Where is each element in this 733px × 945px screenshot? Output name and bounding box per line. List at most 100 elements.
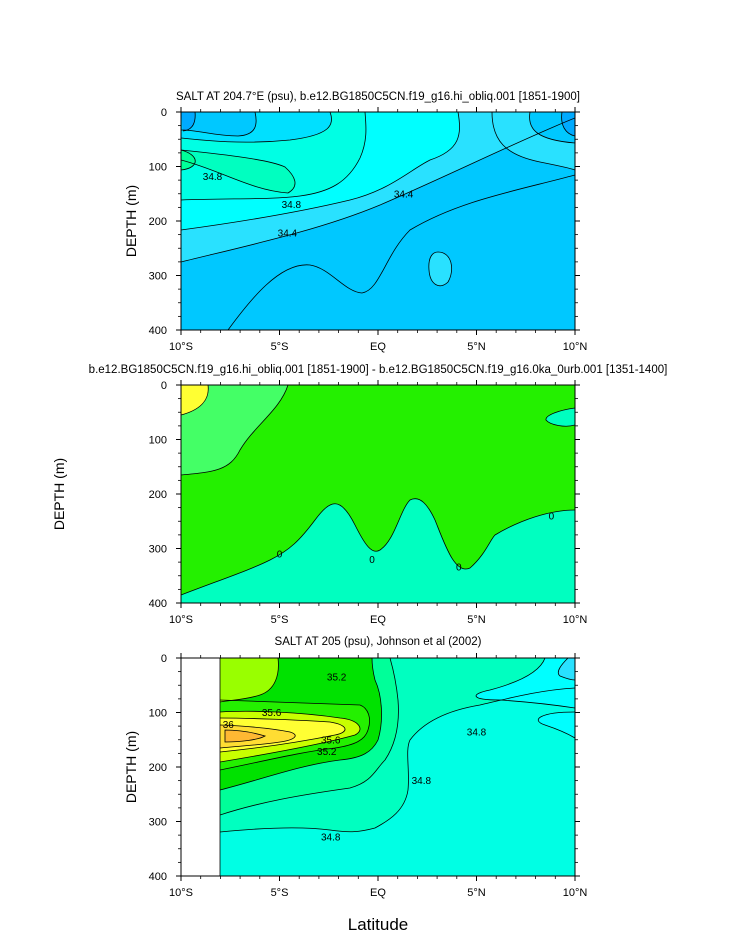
panel-3-contour-east2 bbox=[538, 711, 575, 739]
ytick-label: 100 bbox=[149, 162, 167, 174]
panel-1-contour-surface-west2 bbox=[181, 112, 257, 137]
ytick-label: 400 bbox=[149, 325, 167, 337]
xtick-label: 5°S bbox=[271, 341, 289, 353]
x-axis-label: Latitude bbox=[348, 915, 409, 934]
panel-2-contour-labels: 0 0 0 0 bbox=[277, 511, 555, 574]
panel-1-fill-surface-east3 bbox=[561, 112, 575, 136]
panel-2-fill-pos-high bbox=[181, 385, 209, 415]
xtick-label: 10°S bbox=[169, 614, 193, 626]
panel-1-fill-surface-west2 bbox=[181, 112, 257, 136]
panel-3-contour-east bbox=[475, 658, 575, 709]
ytick-label: 400 bbox=[149, 871, 167, 883]
xtick-label: 5°S bbox=[271, 887, 289, 899]
contour-label: 35.6 bbox=[321, 735, 341, 746]
contour-label: 35.2 bbox=[327, 673, 347, 684]
panel-3-contour-35.0 bbox=[220, 658, 399, 816]
panel-1-contour-34.8 bbox=[181, 149, 296, 194]
panel-1-contour-labels: 34.8 34.8 34.4 34.4 bbox=[203, 172, 414, 240]
panel-2-contour-pos-high bbox=[181, 385, 209, 416]
ytick-label: 100 bbox=[149, 435, 167, 447]
contour-label: 34.8 bbox=[203, 172, 223, 183]
panel-3-contour-east3 bbox=[557, 658, 575, 681]
xtick-label: 10°N bbox=[563, 341, 588, 353]
xtick-label: 5°N bbox=[467, 887, 486, 899]
contour-label: 0 bbox=[277, 549, 283, 560]
panel-1-contour-34.4 bbox=[181, 112, 460, 231]
panel-3-plot-area bbox=[220, 658, 575, 876]
panel-3-fill-east3 bbox=[558, 658, 575, 680]
panel-3-contour-35.2 bbox=[220, 658, 382, 791]
panel-2-contour-east-patch bbox=[545, 407, 575, 427]
panel-1-contour-deep bbox=[227, 174, 575, 330]
panel-3: SALT AT 205 (psu), Johnson et al (2002) bbox=[123, 636, 587, 899]
xtick-label: 10°N bbox=[563, 614, 588, 626]
contour-label: 34.8 bbox=[321, 832, 341, 843]
panel-3-fill-east2 bbox=[538, 712, 575, 738]
ytick-label: 400 bbox=[149, 598, 167, 610]
panel-3-contour-36 bbox=[220, 724, 296, 749]
ytick-label: 300 bbox=[149, 817, 167, 829]
panel-1-title: SALT AT 204.7°E (psu), b.e12.BG1850C5CN.… bbox=[176, 91, 580, 103]
xtick-label: 5°N bbox=[467, 341, 486, 353]
panel-1: SALT AT 204.7°E (psu), b.e12.BG1850C5CN.… bbox=[123, 91, 587, 353]
panel-1-contour-surface-west bbox=[181, 112, 332, 143]
ytick-label: 0 bbox=[161, 380, 167, 392]
panel-2-contour-pos-west bbox=[181, 385, 289, 476]
panel-2-ylabel: DEPTH (m) bbox=[51, 458, 67, 530]
panel-3-ylabel: DEPTH (m) bbox=[123, 731, 139, 803]
contour-label: 34.8 bbox=[282, 200, 302, 211]
panel-1-contour-blob bbox=[428, 251, 453, 287]
panel-2-contour-zero bbox=[181, 498, 575, 596]
panel-3-title: SALT AT 205 (psu), Johnson et al (2002) bbox=[275, 636, 482, 648]
contour-label: 34.4 bbox=[394, 189, 414, 200]
contour-label: 34.8 bbox=[412, 776, 432, 787]
contour-label: 35.2 bbox=[317, 747, 337, 758]
panel-1-contour-34.6 bbox=[181, 112, 367, 201]
contour-label: 36 bbox=[223, 720, 235, 731]
panel-3-contour-35.8 bbox=[220, 717, 346, 753]
ytick-label: 300 bbox=[149, 271, 167, 283]
contour-label: 34.8 bbox=[467, 728, 487, 739]
panel-1-contour-surface-east2 bbox=[529, 112, 575, 144]
xtick-label: 5°N bbox=[467, 614, 486, 626]
panel-1-contour-surface-west3 bbox=[182, 112, 196, 132]
panel-1-fill-deep bbox=[228, 175, 575, 330]
ytick-label: 200 bbox=[149, 762, 167, 774]
panel-2-fill-zero bbox=[181, 385, 575, 595]
xtick-label: EQ bbox=[370, 341, 386, 353]
panel-3-contour-surface bbox=[220, 658, 279, 703]
panel-1-contour-surface-east bbox=[491, 112, 575, 171]
panel-1-contour-34.9 bbox=[181, 149, 196, 171]
panel-2: b.e12.BG1850C5CN.f19_g16.hi_obliq.001 [1… bbox=[51, 364, 667, 626]
panel-2-plot-area bbox=[181, 385, 575, 603]
ytick-label: 200 bbox=[149, 216, 167, 228]
panel-2-fill-east-patch bbox=[545, 408, 575, 427]
contour-label: 0 bbox=[456, 563, 462, 574]
contour-label: 0 bbox=[369, 555, 375, 566]
panel-1-fill-34.8 bbox=[181, 150, 296, 193]
xtick-label: EQ bbox=[370, 887, 386, 899]
panel-2-fill-pos-west bbox=[181, 385, 288, 475]
xtick-label: 10°S bbox=[169, 887, 193, 899]
panel-1-contour-34.2 bbox=[181, 117, 575, 263]
ytick-label: 300 bbox=[149, 544, 167, 556]
xtick-label: 5°S bbox=[271, 614, 289, 626]
ytick-label: 0 bbox=[161, 107, 167, 119]
panel-3-contour-35.6 bbox=[220, 710, 361, 763]
xtick-label: 10°S bbox=[169, 341, 193, 353]
xtick-label: 10°N bbox=[563, 887, 588, 899]
contour-label: 35.6 bbox=[262, 708, 282, 719]
ytick-label: 200 bbox=[149, 489, 167, 501]
panel-3-contour-36.2 bbox=[224, 729, 267, 743]
xtick-label: EQ bbox=[370, 614, 386, 626]
panel-1-contour-surface-east3 bbox=[561, 112, 575, 137]
ytick-label: 0 bbox=[161, 653, 167, 665]
panel-3-fill-surface bbox=[220, 658, 279, 702]
panel-1-ylabel: DEPTH (m) bbox=[123, 185, 139, 257]
panel-1-plot-area bbox=[181, 112, 575, 330]
